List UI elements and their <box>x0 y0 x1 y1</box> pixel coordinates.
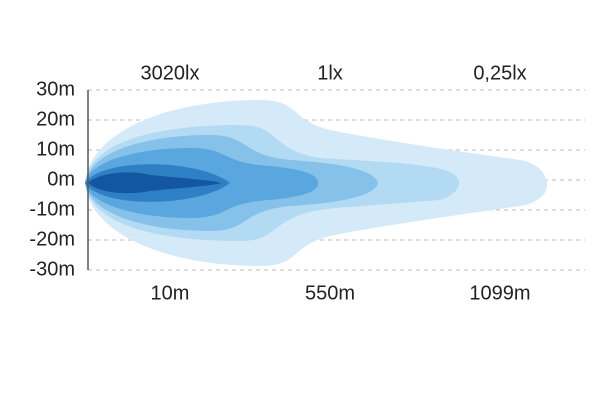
y-axis-label: 30m <box>36 78 75 100</box>
y-axis-label: -10m <box>29 198 75 220</box>
y-axis-label: 10m <box>36 138 75 160</box>
illuminance-label: 1lx <box>317 62 343 84</box>
beam-pattern <box>85 100 548 266</box>
y-axis-label: -20m <box>29 228 75 250</box>
y-axis-label: 20m <box>36 108 75 130</box>
illuminance-label: 0,25lx <box>473 62 526 84</box>
distance-label: 1099m <box>469 282 530 304</box>
distance-label: 10m <box>151 282 190 304</box>
beam-core <box>88 172 222 194</box>
y-axis-label: -30m <box>29 258 75 280</box>
y-axis-label: 0m <box>47 168 75 190</box>
distance-label: 550m <box>305 282 355 304</box>
illuminance-label: 3020lx <box>141 62 200 84</box>
labels: 30m 20m 10m 0m -10m -20m -30m 3020lx 1lx 0,25lx 10… <box>29 62 530 304</box>
